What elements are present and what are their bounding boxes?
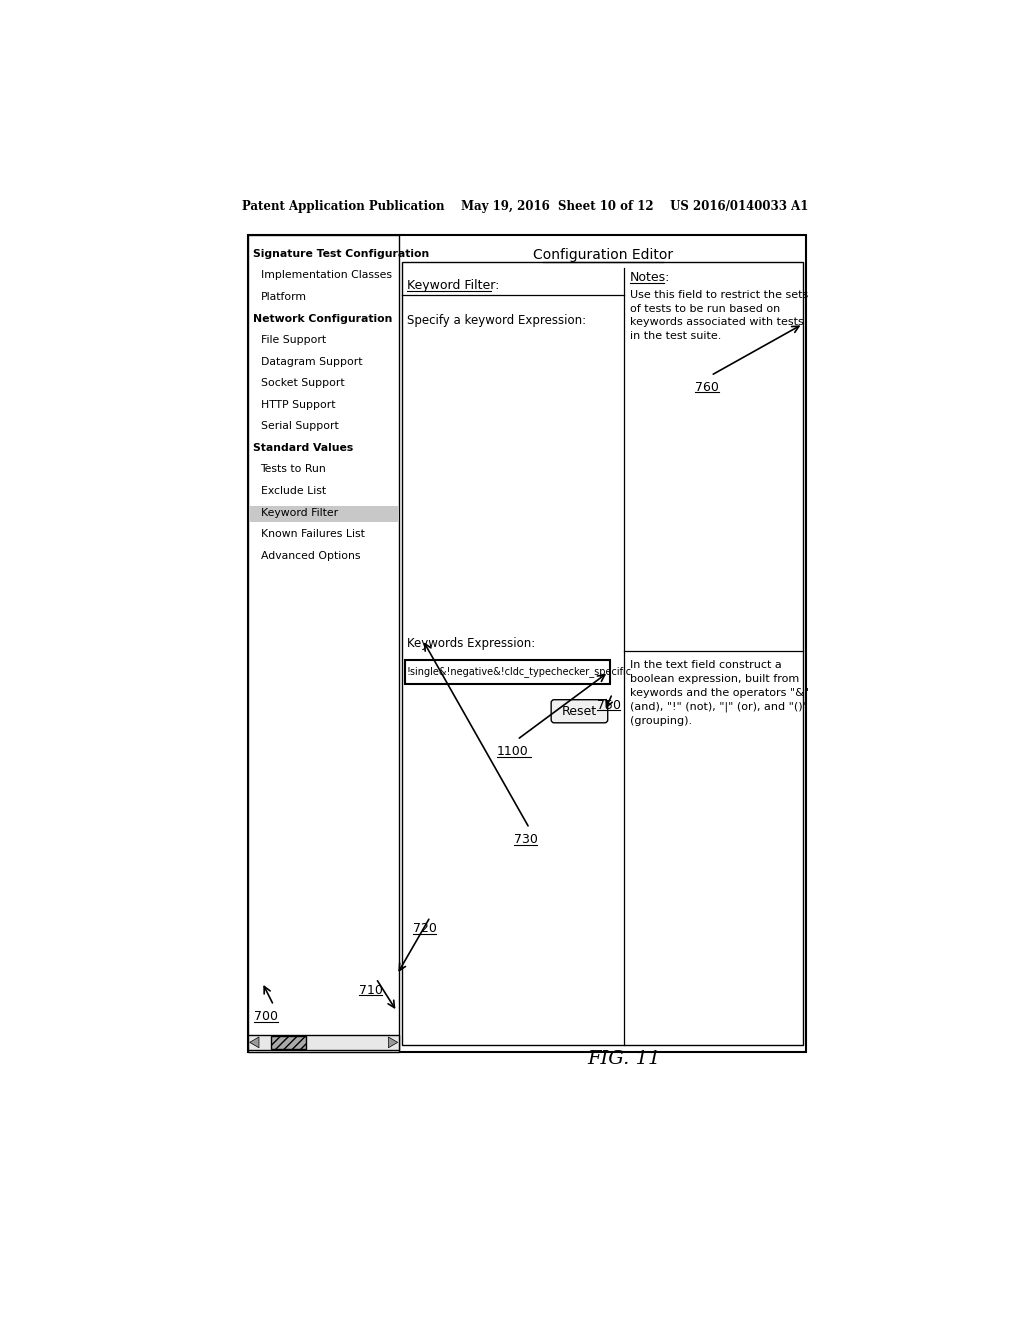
Text: 730: 730 [514,833,538,846]
FancyBboxPatch shape [551,700,607,723]
Text: Standard Values: Standard Values [253,444,353,453]
Text: Keyword Filter: Keyword Filter [260,508,338,517]
Text: Advanced Options: Advanced Options [260,550,360,561]
Text: Known Failures List: Known Failures List [260,529,365,539]
Text: (and), "!" (not), "|" (or), and "()": (and), "!" (not), "|" (or), and "()" [630,701,808,711]
Text: 700: 700 [254,1010,279,1023]
Text: boolean expression, built from: boolean expression, built from [630,675,800,684]
Bar [271,1036,306,1048]
Text: Reset: Reset [561,705,597,718]
Text: Datagram Support: Datagram Support [260,356,362,367]
Text: Configuration Editor: Configuration Editor [532,248,673,261]
Text: File Support: File Support [260,335,326,345]
Text: Keyword Filter:: Keyword Filter: [407,279,500,292]
Text: keywords and the operators "&": keywords and the operators "&" [630,688,809,698]
Bar [402,261,803,1045]
Text: 760: 760 [695,380,719,393]
Text: Serial Support: Serial Support [260,421,338,432]
Bar [248,235,806,1052]
Polygon shape [250,1038,259,1048]
Text: Tests to Run: Tests to Run [260,465,327,474]
Text: In the text field construct a: In the text field construct a [630,660,782,671]
Text: 750: 750 [597,698,621,711]
Text: Implementation Classes: Implementation Classes [260,271,391,280]
Text: of tests to be run based on: of tests to be run based on [630,304,780,314]
Bar [404,660,610,684]
Text: Signature Test Configuration: Signature Test Configuration [253,249,429,259]
Text: 720: 720 [414,921,437,935]
Text: Use this field to restrict the sets: Use this field to restrict the sets [630,289,809,300]
Text: FIG. 11: FIG. 11 [588,1051,660,1068]
Text: HTTP Support: HTTP Support [260,400,335,409]
Text: Socket Support: Socket Support [260,379,344,388]
Text: Exclude List: Exclude List [260,486,326,496]
Polygon shape [388,1038,397,1048]
Text: (grouping).: (grouping). [630,715,692,726]
Text: 710: 710 [359,983,383,997]
Text: Notes:: Notes: [630,271,671,284]
Bar [248,235,399,1052]
Text: Keywords Expression:: Keywords Expression: [407,638,536,649]
Text: !single&!negative&!cldc_typechecker_specific: !single&!negative&!cldc_typechecker_spec… [407,667,632,677]
Text: 1100: 1100 [497,744,528,758]
Bar [249,507,398,521]
Text: keywords associated with tests: keywords associated with tests [630,317,804,327]
Text: Network Configuration: Network Configuration [253,314,392,323]
Text: Patent Application Publication    May 19, 2016  Sheet 10 of 12    US 2016/014003: Patent Application Publication May 19, 2… [242,199,808,213]
Text: Specify a keyword Expression:: Specify a keyword Expression: [407,314,586,326]
Bar [248,1035,399,1051]
Text: Platform: Platform [260,292,306,302]
Text: in the test suite.: in the test suite. [630,331,722,342]
